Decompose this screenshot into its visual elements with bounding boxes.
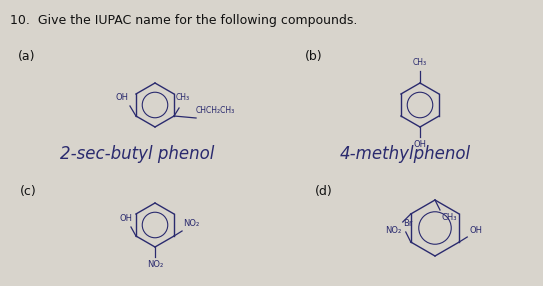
Text: NO₂: NO₂ xyxy=(147,260,163,269)
Text: OH: OH xyxy=(116,93,129,102)
Text: OH: OH xyxy=(469,226,482,235)
Text: CHCH₂CH₃: CHCH₂CH₃ xyxy=(196,106,235,115)
Text: (d): (d) xyxy=(315,185,333,198)
Text: (c): (c) xyxy=(20,185,37,198)
Text: OH: OH xyxy=(414,140,426,149)
Text: NO₂: NO₂ xyxy=(384,226,401,235)
Text: (b): (b) xyxy=(305,50,323,63)
Text: NO₂: NO₂ xyxy=(183,219,199,228)
Text: CH₃: CH₃ xyxy=(413,58,427,67)
Text: Br: Br xyxy=(403,219,413,228)
Text: CH₃: CH₃ xyxy=(441,213,457,222)
Text: 4-methylphenol: 4-methylphenol xyxy=(340,145,471,163)
Text: (a): (a) xyxy=(18,50,35,63)
Text: 2-sec-butyl phenol: 2-sec-butyl phenol xyxy=(60,145,214,163)
Text: CH₃: CH₃ xyxy=(176,94,190,102)
Text: OH: OH xyxy=(119,214,132,223)
Text: 10.  Give the IUPAC name for the following compounds.: 10. Give the IUPAC name for the followin… xyxy=(10,14,357,27)
